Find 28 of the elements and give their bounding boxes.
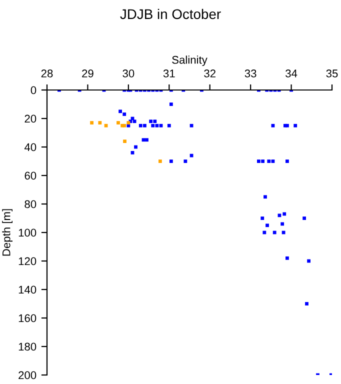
- y-tick-label: 80: [24, 200, 36, 208]
- x-axis-title: Salinity: [172, 56, 208, 66]
- y-axis-title: Depth [m]: [2, 209, 12, 256]
- y-tick-label: 180: [18, 342, 36, 351]
- y-tick-label: 60: [24, 172, 36, 180]
- y-tick-label: 120: [18, 257, 36, 266]
- point: [158, 160, 162, 163]
- y-tick-label: 40: [24, 143, 36, 152]
- x-tick-label: 33: [244, 70, 256, 78]
- point: [90, 121, 94, 124]
- y-tick-label: 200: [18, 371, 36, 380]
- point: [98, 121, 102, 124]
- y-tick-label: 20: [24, 114, 36, 123]
- y-tick-label: 160: [18, 314, 36, 322]
- y-tick-label: 100: [18, 228, 36, 237]
- y-tick-label: 140: [18, 286, 36, 294]
- x-tick-label: 30: [122, 70, 134, 78]
- x-tick-label: 31: [163, 70, 175, 78]
- x-tick-label: 32: [204, 70, 216, 78]
- x-tick-label: 35: [326, 70, 338, 78]
- y-tick-label: 0: [30, 86, 36, 94]
- point: [123, 140, 126, 143]
- chart-title: JDJB in October: [120, 8, 221, 20]
- x-tick-label: 28: [41, 70, 53, 78]
- x-tick-label: 34: [286, 70, 298, 78]
- point: [104, 124, 108, 128]
- x-tick-label: 29: [82, 70, 94, 78]
- point: [116, 121, 120, 124]
